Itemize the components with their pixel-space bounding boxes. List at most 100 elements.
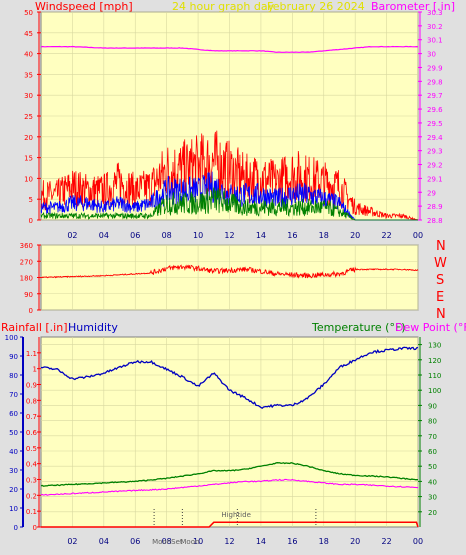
x-tick-label: 06: [130, 231, 140, 240]
humidity-tick-label: 0: [14, 524, 18, 532]
series-layer: [40, 45, 419, 528]
y-tick-label: 15: [24, 155, 33, 163]
x-tick-label: 20: [350, 537, 360, 546]
temperature-tick-label: 50: [428, 463, 437, 471]
x-tick-label: 00: [413, 537, 423, 546]
y-tick-label: 40: [24, 51, 33, 59]
rainfall-tick-label: 0.2: [26, 492, 37, 500]
x-tick-label: 16: [287, 231, 297, 240]
y2-tick-label: 28.8: [427, 217, 443, 225]
x-tick-label: 08: [162, 537, 172, 546]
compass-label-e: E: [436, 290, 444, 305]
y2-tick-label: 30.2: [427, 23, 443, 31]
temperature-tick-label: 40: [428, 478, 437, 486]
direction-tick-label: 270: [20, 258, 33, 266]
temperature-tick-label: 110: [428, 372, 441, 380]
temperature-series-line: [40, 462, 419, 487]
y2-tick-label: 30.3: [427, 9, 443, 17]
y2-tick-label: 29.9: [427, 64, 443, 72]
x-tick-label: 20: [350, 231, 360, 240]
direction-series-line: [40, 264, 419, 279]
rainfall-tick-label: 0.8: [26, 397, 37, 405]
y2-tick-label: 29: [427, 189, 436, 197]
y2-tick-label: 29.7: [427, 92, 443, 100]
annotation-label: Moon: [180, 538, 199, 546]
y-tick-label: 25: [24, 113, 33, 121]
direction-tick-label: 180: [20, 275, 33, 283]
x-tick-label: 18: [319, 537, 329, 546]
x-tick-label: 12: [224, 537, 234, 546]
rainfall-tick-label: 0.6: [26, 429, 38, 437]
date-label: February 26 2024: [267, 0, 365, 13]
temperature-tick-label: 80: [428, 418, 437, 426]
temperature-tick-label: 120: [428, 357, 441, 365]
y-tick-label: 35: [24, 71, 33, 79]
rainfall-tick-label: 0.7: [26, 413, 37, 421]
x-tick-label: 16: [287, 537, 297, 546]
x-tick-label: 02: [67, 537, 77, 546]
x-tick-label: 02: [67, 231, 77, 240]
rainfall-tick-label: 1.1: [26, 350, 37, 358]
humidity-tick-label: 10: [9, 505, 18, 513]
humidity-tick-label: 90: [9, 353, 18, 361]
dew-point-axis-label: Dew Point (°F): [395, 321, 466, 334]
barometer-axis-label: Barometer [.in]: [371, 0, 455, 13]
compass-label-s: S: [436, 273, 444, 288]
temperature-tick-label: 30: [428, 494, 437, 502]
period-label: 24 hour graph day: [172, 0, 275, 13]
rainfall-tick-label: 0.9: [26, 382, 37, 390]
compass-label-n-bottom: N: [436, 307, 446, 322]
humidity-tick-label: 70: [9, 391, 18, 399]
rainfall-tick-label: 0.5: [26, 445, 37, 453]
gust-series-line: [40, 130, 418, 221]
x-tick-label: 00: [413, 231, 423, 240]
humidity-tick-label: 60: [9, 410, 18, 418]
x-tick-label: 12: [224, 231, 234, 240]
y2-tick-label: 30.1: [427, 37, 443, 45]
y2-tick-label: 29.2: [427, 162, 443, 170]
barometer-series-line: [40, 45, 419, 53]
y2-tick-label: 29.8: [427, 78, 443, 86]
humidity-tick-label: 20: [9, 486, 18, 494]
x-tick-label: 04: [99, 231, 109, 240]
x-tick-label: 22: [381, 231, 391, 240]
y-tick-label: 30: [24, 92, 33, 100]
x-tick-label: 14: [256, 231, 266, 240]
x-tick-label: 18: [319, 231, 329, 240]
humidity-tick-label: 80: [9, 372, 18, 380]
humidity-tick-label: 40: [9, 448, 18, 456]
temperature-tick-label: 90: [428, 402, 437, 410]
y-tick-label: 45: [24, 30, 33, 38]
y2-tick-label: 29.4: [427, 134, 443, 142]
x-tick-label: 08: [162, 231, 172, 240]
compass-label-n-top: N: [436, 239, 446, 254]
x-tick-label: 22: [381, 537, 391, 546]
rainfall-axis-label: Rainfall [.in]: [1, 321, 68, 334]
humidity-series-line: [40, 346, 419, 410]
y-tick-label: 0: [29, 217, 33, 225]
y2-tick-label: 29.6: [427, 106, 443, 114]
compass-label-w: W: [434, 256, 447, 271]
direction-tick-label: 90: [24, 291, 33, 299]
humidity-tick-label: 100: [5, 334, 18, 342]
annotation-label: MoonSet: [152, 538, 183, 546]
dew-point-series-line: [40, 478, 418, 496]
temperature-axis-label: Temperature (°F): [311, 321, 406, 334]
y2-tick-label: 30: [427, 51, 436, 59]
annotation-label: Hightide: [221, 511, 251, 519]
y-tick-label: 20: [24, 134, 33, 142]
y2-tick-label: 29.5: [427, 120, 443, 128]
temperature-tick-label: 60: [428, 448, 437, 456]
y-tick-label: 5: [29, 196, 33, 204]
windspeed-axis-label: Windspeed [mph]: [35, 0, 133, 13]
temperature-tick-label: 70: [428, 433, 437, 441]
average-wind-series-line: [40, 187, 418, 221]
y-tick-label: 10: [24, 175, 33, 183]
temperature-tick-label: 100: [428, 387, 441, 395]
rainfall-tick-label: 0.3: [26, 477, 37, 485]
direction-tick-label: 0: [29, 307, 33, 315]
x-tick-label: 04: [99, 537, 109, 546]
humidity-tick-label: 30: [9, 467, 18, 475]
x-tick-label: 10: [193, 537, 203, 546]
